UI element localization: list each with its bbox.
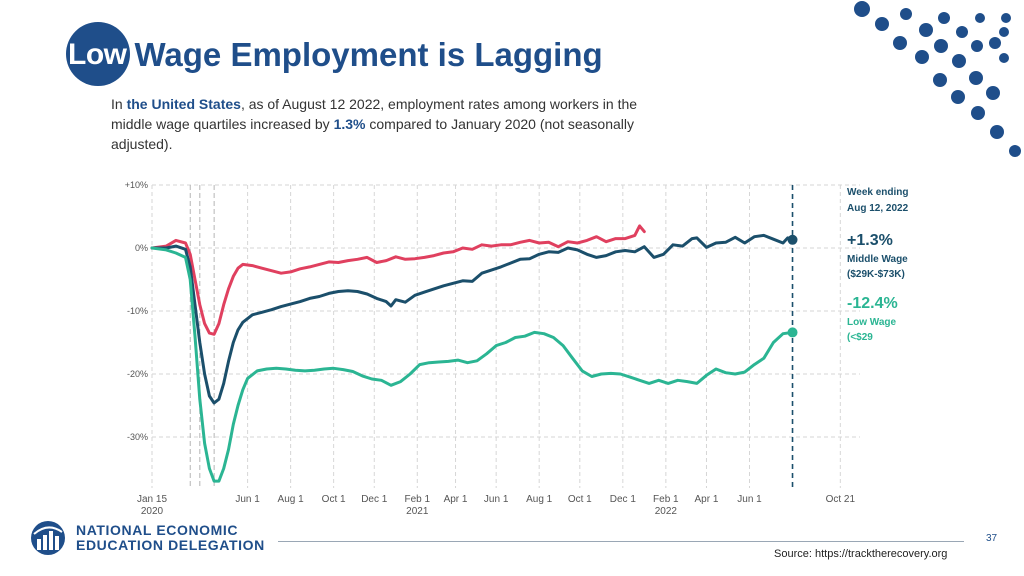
x-tick-label-6: Apr 1 — [444, 494, 468, 505]
x-tick-label-10: Dec 1 — [610, 494, 637, 505]
decorative-dot-0 — [854, 1, 870, 17]
decorative-dot-5 — [956, 26, 968, 38]
x-tick-year-11: 2022 — [655, 506, 678, 517]
y-tick-label-4: -30% — [127, 432, 148, 442]
decorative-dot-22 — [1009, 145, 1021, 157]
title-circle-badge — [66, 22, 130, 86]
footer-divider — [278, 541, 964, 542]
subtitle-post: compared to January 2020 (not seasonally… — [111, 116, 634, 152]
annotation-middle-range: ($29K-$73K) — [847, 269, 905, 280]
decorative-dot-21 — [990, 125, 1004, 139]
x-tick-label-12: Apr 1 — [695, 494, 719, 505]
title-word-low: Low — [68, 38, 127, 71]
x-tick-label-4: Dec 1 — [361, 494, 388, 505]
x-tick-label-5: Feb 1 — [405, 494, 431, 505]
x-tick-label-1: Jun 1 — [235, 494, 260, 505]
annotation-low-label: Low Wage — [847, 317, 897, 328]
x-tick-label-11: Feb 1 — [653, 494, 679, 505]
x-tick-label-3: Oct 1 — [322, 494, 346, 505]
title-text: Wage Employment is Lagging — [134, 36, 603, 73]
decorative-dot-17 — [951, 90, 965, 104]
x-tick-label-13: Jun 1 — [737, 494, 762, 505]
page-title: Low Wage Employment is Lagging — [66, 22, 603, 86]
decorative-dot-8 — [999, 27, 1009, 37]
decorative-dot-2 — [900, 8, 912, 20]
logo: NATIONAL ECONOMIC EDUCATION DELEGATION — [30, 520, 265, 556]
x-tick-label-2: Aug 1 — [278, 494, 305, 505]
source-citation: Source: https://tracktherecovery.org — [774, 548, 948, 560]
decorative-dot-1 — [875, 17, 889, 31]
decorative-dot-11 — [934, 39, 948, 53]
x-tick-label-9: Oct 1 — [568, 494, 592, 505]
logo-line-2: EDUCATION DELEGATION — [76, 537, 265, 553]
annotation-low-range: (<$29 — [847, 332, 873, 343]
series-line-high-wage — [150, 224, 646, 336]
x-tick-year-0: 2020 — [141, 506, 164, 517]
page-number: 37 — [986, 533, 998, 544]
decorative-dot-6 — [975, 13, 985, 23]
series-line-middle-wage — [150, 233, 794, 405]
decorative-dot-13 — [971, 40, 983, 52]
annotation-week-label: Week ending — [847, 187, 909, 198]
y-tick-label-1: 0% — [135, 243, 148, 253]
x-tick-label-7: Jun 1 — [484, 494, 509, 505]
subtitle-mid: , as of August 12 2022, employment rates… — [111, 96, 638, 132]
annotation-middle-value: +1.3% — [847, 232, 893, 249]
decorative-dot-15 — [999, 53, 1009, 63]
y-tick-label-2: -10% — [127, 306, 148, 316]
subtitle-place: the United States — [126, 96, 241, 112]
y-tick-label-0: +10% — [125, 180, 148, 190]
chart-description: In the United States, as of August 12 20… — [111, 94, 671, 154]
globe-logo-icon — [31, 521, 65, 555]
decorative-dot-14 — [989, 37, 1001, 49]
decorative-dot-20 — [971, 106, 985, 120]
decorative-dot-4 — [938, 12, 950, 24]
x-tick-label-14: Oct 21 — [826, 494, 856, 505]
decorative-dot-18 — [969, 71, 983, 85]
decorative-dot-9 — [893, 36, 907, 50]
x-tick-label-0: Jan 15 — [137, 494, 167, 505]
annotation-middle-label: Middle Wage — [847, 254, 908, 265]
decorative-dot-16 — [933, 73, 947, 87]
subtitle-value: 1.3% — [333, 116, 366, 132]
decorative-dot-12 — [952, 54, 966, 68]
decorative-dot-7 — [1001, 13, 1011, 23]
annotation-week-date: Aug 12, 2022 — [847, 203, 909, 214]
x-tick-label-8: Aug 1 — [526, 494, 553, 505]
annotation-low-value: -12.4% — [847, 295, 898, 312]
series-line-low-wage — [150, 246, 794, 483]
end-marker-middle-wage — [787, 234, 798, 245]
logo-line-1: NATIONAL ECONOMIC — [76, 522, 239, 538]
end-marker-low-wage — [787, 327, 798, 338]
decorative-dot-10 — [915, 50, 929, 64]
y-tick-label-3: -20% — [127, 369, 148, 379]
subtitle-pre: In — [111, 96, 127, 112]
decorative-dot-19 — [986, 86, 1000, 100]
x-tick-year-5: 2021 — [406, 506, 429, 517]
decorative-dot-3 — [919, 23, 933, 37]
